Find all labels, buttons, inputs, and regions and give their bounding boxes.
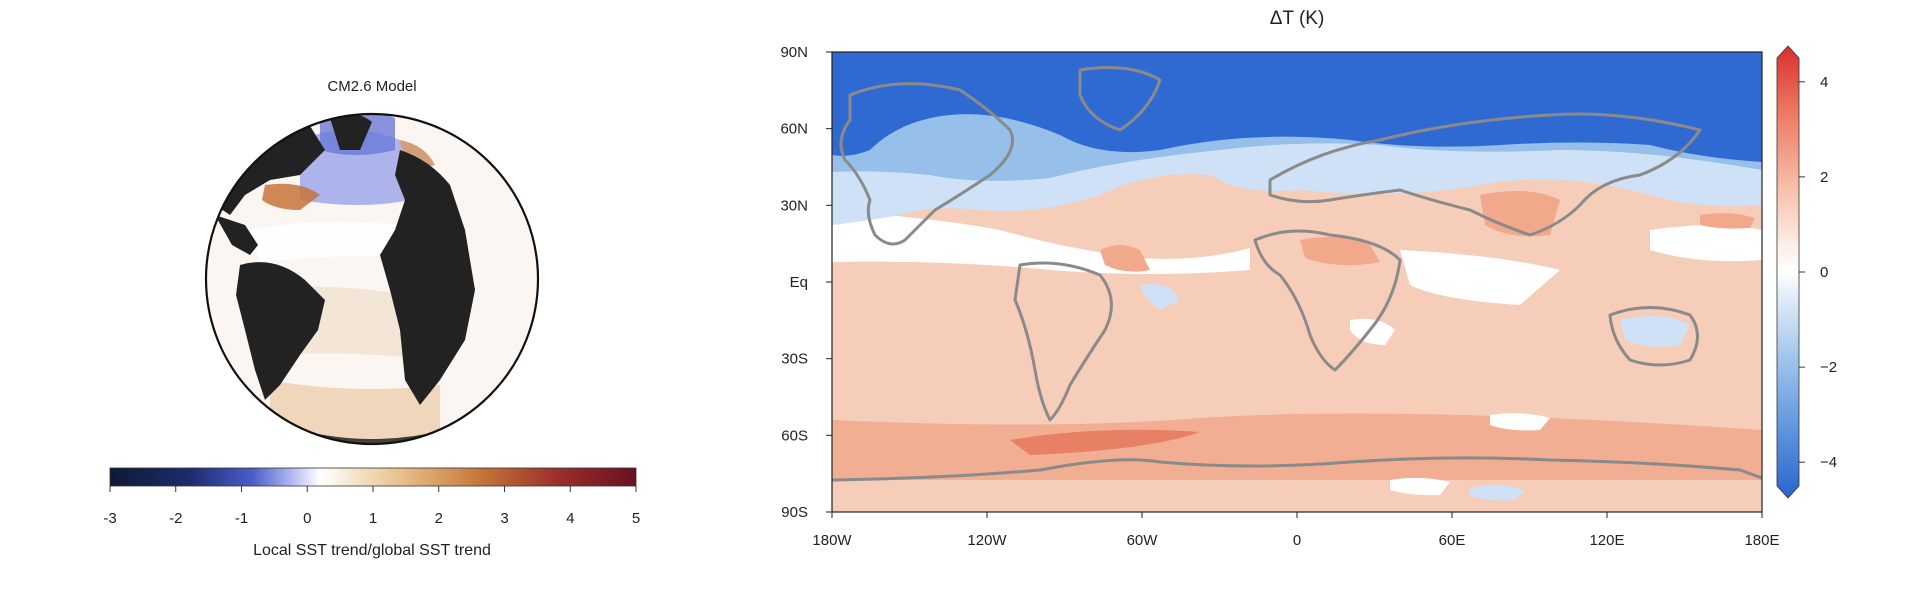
left-colorbar-tick-label: -1 (235, 510, 248, 527)
left-colorbar-tick-label: 3 (500, 510, 508, 527)
map-x-tick-label: 180W (812, 532, 852, 549)
map-x-tick-label: 180E (1744, 532, 1779, 549)
left-colorbar-tick-label: -3 (103, 510, 116, 527)
map-colorbar-tick-label: 4 (1820, 74, 1828, 91)
map-colorbar-ticks: 4 2 0 −2 −4 (1799, 74, 1837, 471)
map-colorbar-tick-label: 0 (1820, 264, 1828, 281)
left-colorbar (109, 467, 637, 487)
map-x-tick-label: 120E (1589, 532, 1624, 549)
map-y-tick-label: Eq (790, 274, 808, 291)
left-colorbar-label: Local SST trend/global SST trend (253, 542, 491, 559)
left-colorbar-tick-label: 4 (566, 510, 574, 527)
map-plot-area (832, 52, 1762, 512)
map-colorbar-tick-label: 2 (1820, 169, 1828, 186)
map-y-tick-label: 90S (781, 504, 808, 521)
map-x-tick-label: 60W (1127, 532, 1159, 549)
map-x-ticks: 180W 120W 60W 0 60E 120E 180E (812, 512, 1780, 549)
map-y-ticks: 90N 60N 30N Eq 30S 60S 90S (780, 44, 832, 521)
globe-title: CM2.6 Model (327, 78, 416, 95)
map-colorbar (1776, 45, 1800, 499)
left-colorbar-tick-label: 0 (303, 510, 311, 527)
map-y-tick-label: 30N (780, 197, 808, 214)
left-colorbar-tick-label: 1 (369, 510, 377, 527)
map-y-tick-label: 60N (780, 121, 808, 138)
left-colorbar-tick-label: 5 (632, 510, 640, 527)
left-colorbar-tick-label: 2 (435, 510, 443, 527)
map-x-tick-label: 120W (967, 532, 1007, 549)
map-colorbar-tick-label: −4 (1820, 454, 1837, 471)
left-colorbar-ticks: -3 -2 -1 0 1 2 3 4 5 (103, 486, 640, 527)
map-y-tick-label: 30S (781, 351, 808, 368)
map-x-tick-label: 0 (1293, 532, 1301, 549)
map-x-tick-label: 60E (1439, 532, 1466, 549)
left-colorbar-tick-label: -2 (169, 510, 182, 527)
map-y-tick-label: 60S (781, 427, 808, 444)
globe-outline (204, 112, 540, 446)
map-colorbar-tick-label: −2 (1820, 359, 1837, 376)
map-y-tick-label: 90N (780, 44, 808, 61)
map-title: ΔT (K) (1270, 8, 1325, 29)
